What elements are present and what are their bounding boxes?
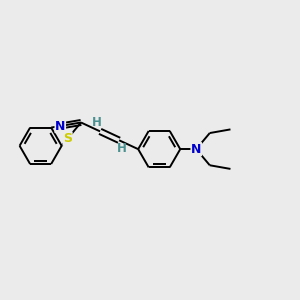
Text: N: N — [55, 119, 65, 133]
Text: H: H — [92, 116, 102, 130]
Text: H: H — [117, 142, 127, 155]
Text: S: S — [63, 132, 72, 145]
Text: N: N — [191, 143, 201, 156]
